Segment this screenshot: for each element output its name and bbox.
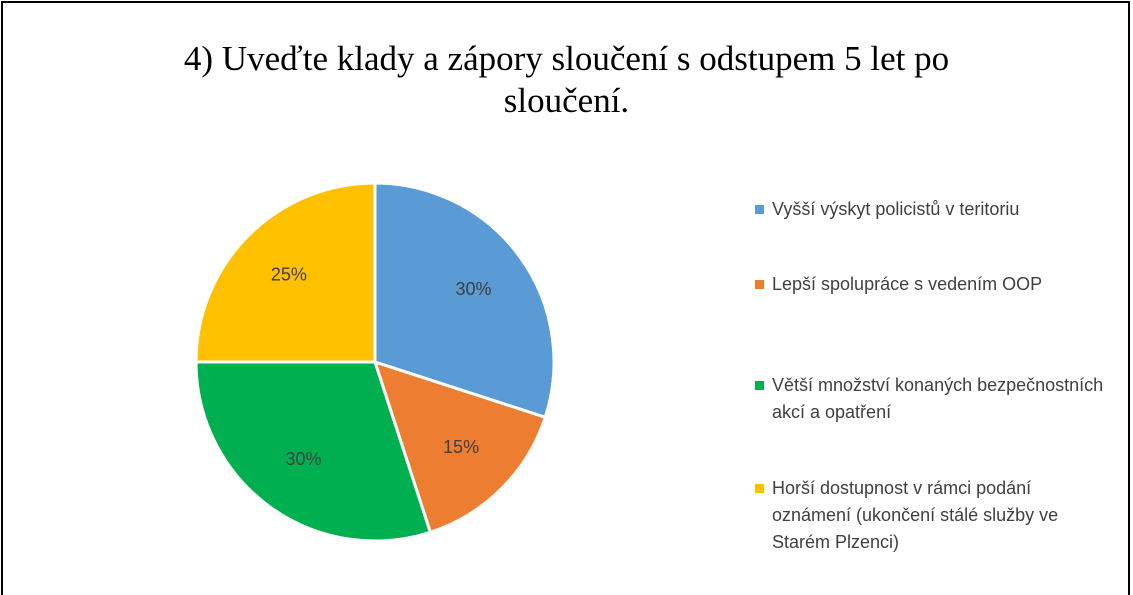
legend-swatch xyxy=(755,280,764,289)
chart-title: 4) Uveďte klady a zápory sloučení s odst… xyxy=(183,39,950,120)
legend-item: Horší dostupnost v rámci podání oznámení… xyxy=(755,475,1105,556)
data-label: 30% xyxy=(455,279,491,299)
legend-label: Lepší spolupráce s vedením OOP xyxy=(772,274,1043,294)
pie-slice xyxy=(373,181,556,420)
legend-swatch xyxy=(755,205,764,214)
legend-label: Větší množství konaných bezpečnostních a… xyxy=(772,375,1104,422)
pie-slice xyxy=(194,360,433,543)
legend-label: Vyšší výskyt policistů v teritoriu xyxy=(772,199,1020,219)
legend-item: Lepší spolupráce s vedením OOP xyxy=(755,271,1105,298)
data-label: 25% xyxy=(271,265,307,285)
legend-item: Větší množství konaných bezpečnostních a… xyxy=(755,372,1105,426)
legend-swatch xyxy=(755,484,764,493)
legend-item: Vyšší výskyt policistů v teritoriu xyxy=(755,196,1105,223)
legend-label: Horší dostupnost v rámci podání oznámení… xyxy=(772,478,1059,552)
data-label: 30% xyxy=(285,449,321,469)
legend-swatch xyxy=(755,381,764,390)
pie-slice xyxy=(194,181,377,364)
data-label: 15% xyxy=(443,437,479,457)
